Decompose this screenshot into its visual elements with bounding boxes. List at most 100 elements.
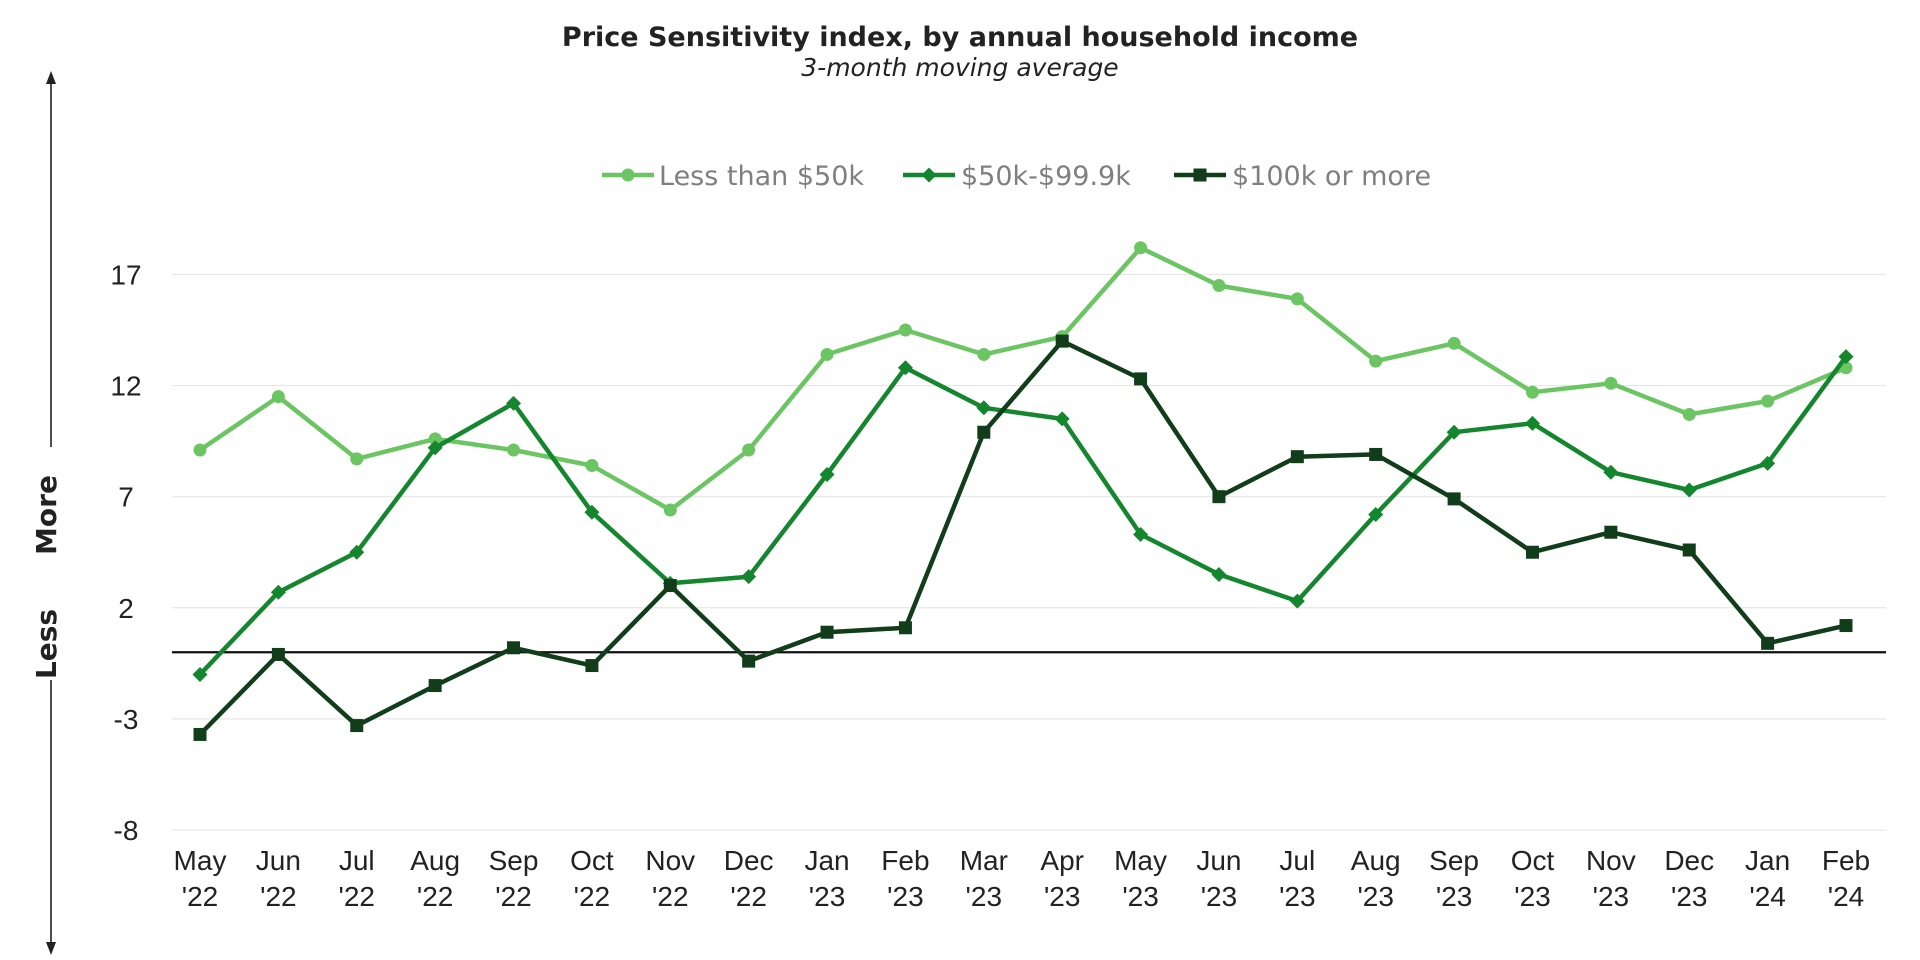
series-line-2: [197, 354, 1849, 677]
x-tick-label-year: '23: [1201, 881, 1238, 912]
x-tick-label-month: Dec: [724, 845, 774, 876]
data-point: [349, 544, 365, 560]
data-point: [506, 395, 522, 411]
data-point: [271, 390, 285, 404]
data-point: [271, 647, 285, 661]
data-point: [820, 347, 834, 361]
data-point: [1212, 490, 1226, 504]
data-point: [1838, 349, 1854, 365]
legend-label: $100k or more: [1232, 161, 1431, 192]
x-tick-label-year: '23: [1044, 881, 1081, 912]
data-point: [428, 679, 442, 693]
series-layer: [192, 241, 1854, 741]
data-point: [1682, 543, 1696, 557]
x-tick-label-year: '22: [339, 881, 376, 912]
x-tick-label-month: Mar: [960, 845, 1008, 876]
side-label-more: More: [30, 475, 63, 555]
data-point: [663, 579, 677, 593]
data-point: [1211, 566, 1227, 582]
data-point: [192, 666, 208, 682]
data-point: [1134, 241, 1148, 255]
x-tick-label-month: Jul: [1279, 845, 1315, 876]
data-point: [584, 504, 600, 520]
data-point: [1369, 354, 1383, 368]
x-tick-label-year: '22: [574, 881, 611, 912]
legend-item-1: Less than $50k: [602, 161, 864, 192]
data-point: [1055, 334, 1069, 348]
data-point: [1212, 279, 1226, 293]
data-point: [976, 400, 992, 416]
y-tick-label: -3: [114, 704, 139, 735]
data-point: [1525, 385, 1539, 399]
x-tick-label-month: Feb: [1822, 845, 1870, 876]
series-2: [192, 349, 1854, 682]
data-point: [350, 452, 364, 466]
x-tick-label-month: Jan: [1745, 845, 1790, 876]
x-tick-label-year: '22: [495, 881, 532, 912]
data-point: [1604, 525, 1618, 539]
x-tick-label-month: Aug: [410, 845, 460, 876]
x-tick-label-month: Sep: [1429, 845, 1479, 876]
series-line-1: [197, 245, 1849, 513]
up-arrow-icon: [46, 71, 56, 84]
data-point: [1290, 450, 1304, 464]
data-point: [1761, 636, 1775, 650]
x-tick-label-month: Nov: [1586, 845, 1636, 876]
x-tick-label-year: '23: [809, 881, 846, 912]
data-point: [1368, 506, 1384, 522]
x-tick-label-year: '23: [966, 881, 1003, 912]
data-point: [507, 641, 521, 655]
x-tick-label-year: '22: [260, 881, 297, 912]
x-tick-label-year: '23: [1357, 881, 1394, 912]
data-point: [270, 584, 286, 600]
x-tick-label-month: Oct: [570, 845, 614, 876]
legend-swatch-marker: [921, 167, 937, 183]
x-tick-label-month: Apr: [1040, 845, 1084, 876]
y-tick-label: 12: [110, 371, 141, 402]
x-tick-label-month: Dec: [1664, 845, 1714, 876]
x-tick-label-month: May: [1114, 845, 1167, 876]
legend-item-2: $50k-$99.9k: [903, 161, 1131, 192]
side-label-less: Less: [30, 609, 63, 679]
data-point: [1681, 482, 1697, 498]
y-tick-label: -8: [114, 815, 139, 846]
x-tick-label-year: '23: [1122, 881, 1159, 912]
x-tick-label-year: '22: [652, 881, 689, 912]
data-point: [741, 569, 757, 585]
data-point: [1603, 464, 1619, 480]
data-point: [742, 443, 756, 457]
data-point: [819, 466, 835, 482]
x-tick-label-month: Feb: [881, 845, 929, 876]
legend-swatch-marker: [1193, 168, 1207, 182]
x-tick-label-month: May: [174, 845, 227, 876]
x-tick-label-month: Sep: [489, 845, 539, 876]
x-tick-label-month: Jan: [804, 845, 849, 876]
x-tick-label-year: '24: [1749, 881, 1786, 912]
legend-label: $50k-$99.9k: [961, 161, 1131, 192]
data-point: [585, 459, 599, 473]
legend-swatch-marker: [621, 168, 635, 182]
data-point: [193, 727, 207, 741]
data-point: [193, 443, 207, 457]
data-point: [1524, 415, 1540, 431]
data-point: [1447, 492, 1461, 506]
data-point: [977, 347, 991, 361]
data-point: [898, 323, 912, 337]
x-tick-label-month: Aug: [1351, 845, 1401, 876]
x-tick-label-month: Oct: [1511, 845, 1555, 876]
direction-indicator: Less More: [30, 71, 63, 955]
data-point: [1054, 411, 1070, 427]
data-point: [1447, 336, 1461, 350]
down-arrow-icon: [46, 942, 56, 955]
data-point: [1446, 424, 1462, 440]
series-1: [193, 241, 1853, 517]
series-line-3: [197, 338, 1849, 737]
chart-title: Price Sensitivity index, by annual house…: [562, 22, 1358, 53]
x-tick-label-month: Nov: [645, 845, 695, 876]
data-point: [1134, 372, 1148, 386]
x-tick-label-month: Jun: [1196, 845, 1241, 876]
x-tick-label-year: '23: [887, 881, 924, 912]
data-point: [742, 654, 756, 668]
chart-subtitle: 3-month moving average: [801, 53, 1118, 82]
